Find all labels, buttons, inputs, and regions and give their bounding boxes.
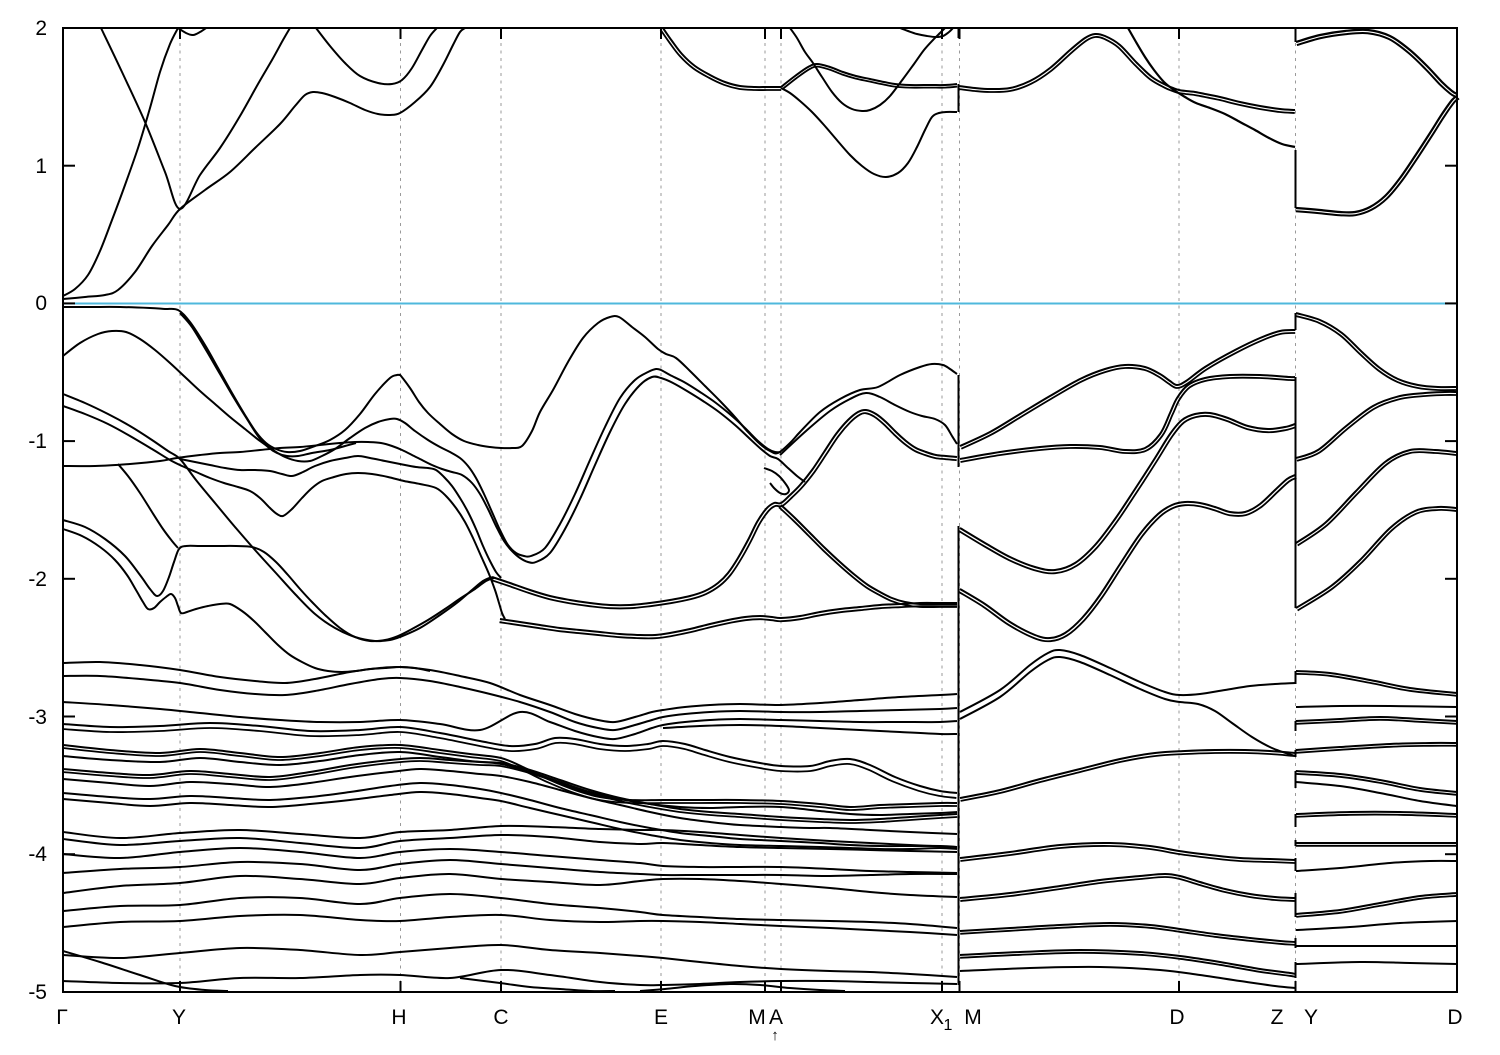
svg-text:0: 0 xyxy=(35,292,47,315)
svg-text:Y: Y xyxy=(172,1006,186,1029)
svg-text:Z: Z xyxy=(1271,1006,1284,1029)
svg-text:-5: -5 xyxy=(28,981,47,1004)
svg-text:E: E xyxy=(654,1006,668,1029)
svg-text:-3: -3 xyxy=(28,706,47,729)
svg-text:M: M xyxy=(748,1006,766,1029)
svg-text:X: X xyxy=(930,1006,944,1029)
svg-text:-1: -1 xyxy=(28,430,47,453)
svg-text:A: A xyxy=(769,1006,783,1029)
svg-text:Y: Y xyxy=(1304,1006,1318,1029)
svg-text:-2: -2 xyxy=(28,568,47,591)
svg-text:C: C xyxy=(493,1006,508,1029)
svg-text:2: 2 xyxy=(35,17,47,40)
svg-text:M: M xyxy=(964,1006,982,1029)
svg-text:D: D xyxy=(1447,1006,1462,1029)
svg-text:Γ: Γ xyxy=(56,1006,68,1029)
svg-text:↑: ↑ xyxy=(771,1027,779,1044)
svg-text:1: 1 xyxy=(944,1017,953,1034)
svg-text:D: D xyxy=(1169,1006,1184,1029)
svg-text:1: 1 xyxy=(35,155,47,178)
svg-text:-4: -4 xyxy=(28,843,47,866)
svg-text:H: H xyxy=(391,1006,406,1029)
